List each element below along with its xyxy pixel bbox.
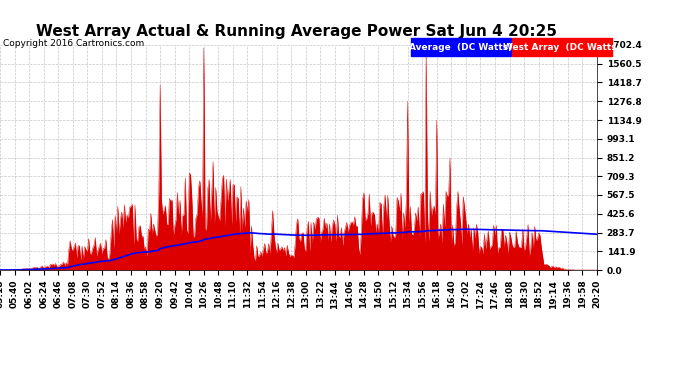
Text: Copyright 2016 Cartronics.com: Copyright 2016 Cartronics.com — [3, 39, 145, 48]
Text: Average  (DC Watts): Average (DC Watts) — [408, 43, 512, 52]
Text: West Array  (DC Watts): West Array (DC Watts) — [503, 43, 620, 52]
Text: West Array Actual & Running Average Power Sat Jun 4 20:25: West Array Actual & Running Average Powe… — [36, 24, 558, 39]
